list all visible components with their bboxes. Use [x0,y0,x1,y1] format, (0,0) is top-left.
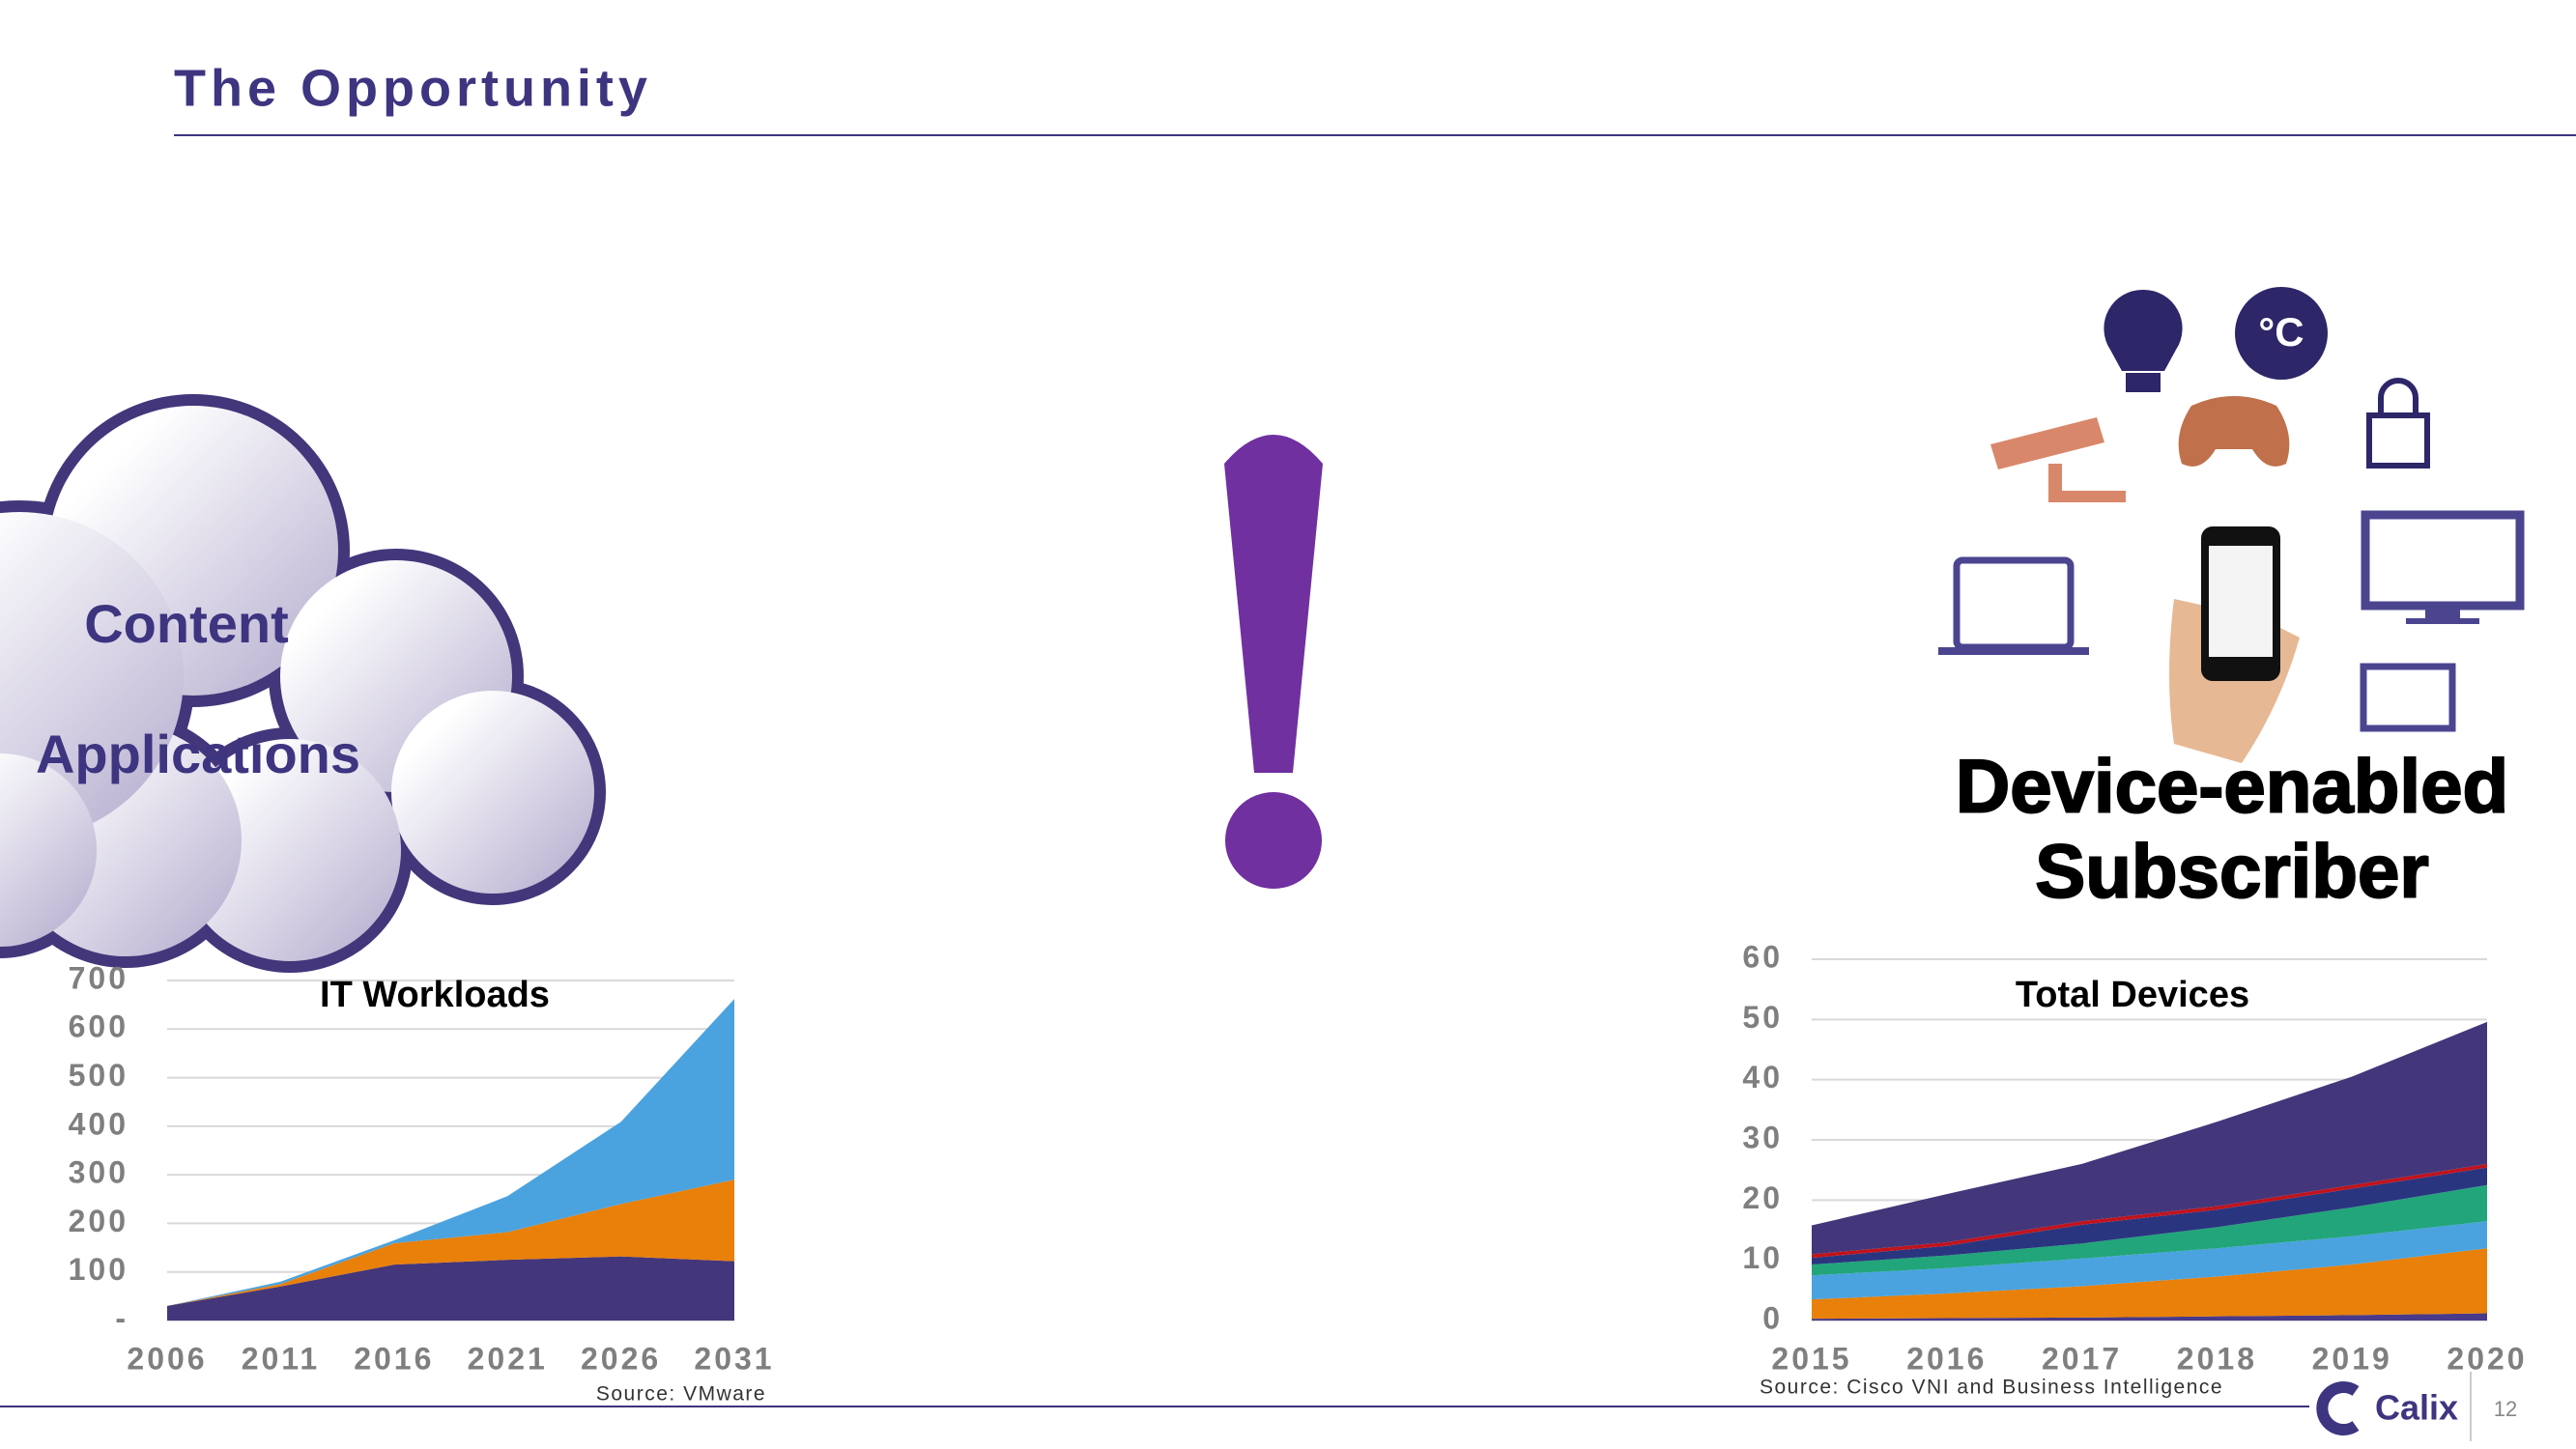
chart-source: Source: Cisco VNI and Business Intellige… [1760,1377,2223,1399]
y-tick-label: 10 [1742,1240,1783,1275]
x-tick-label: 2011 [242,1341,320,1376]
y-tick-label: 400 [69,1106,129,1141]
y-tick-label: 700 [69,960,129,995]
chart-source: Source: VMware [596,1383,766,1406]
y-tick-label: 60 [1742,939,1783,974]
y-tick-label: 600 [69,1009,129,1044]
footer-logo: Calix 12 [2316,1372,2517,1441]
y-tick-label: 50 [1742,1000,1783,1035]
area-series [1812,1167,2487,1265]
area-series [1812,1021,2487,1255]
area-series [167,999,734,1306]
area-series [1812,1184,2487,1276]
cloud: Content Applications [0,394,606,973]
x-tick-label: 2016 [354,1341,434,1376]
area-series [1812,1221,2487,1300]
chart-title: Total Devices [2016,975,2249,1015]
y-tick-label: 20 [1742,1180,1783,1215]
y-tick-label: 30 [1742,1120,1783,1154]
page-number: 12 [2494,1397,2517,1421]
exclamation [1224,435,1323,889]
device-icons: °C Device-enabled Subscriber [1938,287,2525,915]
y-tick-label: 40 [1742,1060,1783,1094]
device-caption: Subscriber [2035,829,2428,914]
x-tick-label: 2015 [1771,1341,1851,1376]
x-tick-label: 2018 [2177,1341,2257,1376]
x-tick-label: 2019 [2312,1341,2392,1376]
x-tick-label: 2031 [694,1341,774,1376]
y-tick-label: 100 [69,1252,129,1287]
y-tick-label: 0 [1762,1300,1783,1335]
x-tick-label: 2017 [2042,1341,2122,1376]
slide-title: The Opportunity [174,59,652,117]
brand: Calix [2375,1388,2458,1428]
area-series [1812,1163,2487,1259]
area-series [167,1256,734,1321]
device-caption: Device-enabled [1956,744,2508,829]
x-tick-label: 2020 [2447,1341,2527,1376]
area-series [167,1179,734,1306]
y-tick-label: 200 [69,1204,129,1238]
thermostat-label: °C [2258,309,2304,355]
y-tick-label: 500 [69,1058,129,1093]
x-tick-label: 2016 [1906,1341,1987,1376]
x-tick-label: 2006 [127,1341,207,1376]
y-tick-label: 300 [69,1155,129,1190]
cloud-text: Applications [36,724,360,784]
area-series [1812,1248,2487,1320]
cloud-text: Content [84,593,289,654]
chart-title: IT Workloads [320,975,550,1015]
x-tick-label: 2021 [468,1341,548,1376]
y-tick-label: - [115,1300,129,1335]
x-tick-label: 2026 [581,1341,661,1376]
